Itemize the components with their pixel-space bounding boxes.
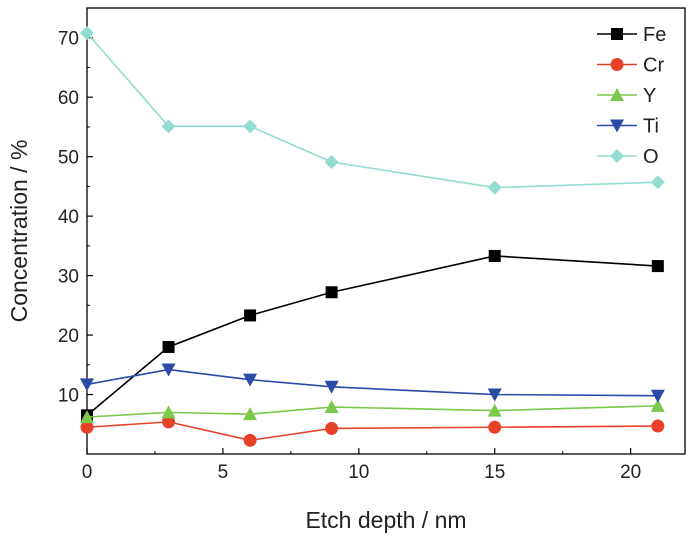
- data-point-cr: [243, 433, 257, 447]
- y-tick-label: 30: [58, 267, 79, 288]
- data-point-cr: [325, 421, 339, 435]
- legend-label-ti: Ti: [643, 116, 659, 138]
- y-tick-label: 10: [58, 386, 79, 407]
- data-point-y: [80, 410, 94, 424]
- data-point-o: [80, 25, 94, 40]
- data-point-ti: [487, 388, 502, 402]
- data-point-ti: [80, 378, 94, 392]
- data-point-y: [243, 407, 258, 421]
- data-point-ti: [324, 380, 339, 394]
- legend-marker-o: [610, 149, 624, 163]
- series-cr: [80, 415, 665, 447]
- data-point-y: [324, 400, 339, 414]
- series-o: [80, 25, 665, 195]
- data-point-ti: [243, 373, 258, 387]
- data-point-o: [324, 155, 339, 170]
- legend-label-o: O: [643, 146, 659, 168]
- x-tick-label: 20: [620, 462, 641, 483]
- plot-frame: [86, 7, 686, 455]
- series-y: [80, 398, 665, 424]
- series-line-cr: [86, 421, 658, 442]
- data-point-o: [487, 180, 502, 195]
- legend-item-o: O: [597, 146, 659, 168]
- legend-marker-cr: [610, 58, 624, 71]
- x-tick-label: 0: [82, 462, 93, 483]
- y-tick-label: 20: [58, 326, 79, 347]
- series-layer: [80, 25, 665, 447]
- series-ti: [80, 363, 665, 403]
- data-point-y: [487, 403, 502, 417]
- legend-marker-fe: [611, 28, 623, 40]
- data-point-o: [161, 119, 176, 134]
- legend-item-y: Y: [597, 85, 656, 107]
- x-tick-label: 15: [484, 462, 505, 483]
- axes: 0 5 10 15 20 10 20 30 40 50 60 70: [58, 7, 686, 483]
- y-tick-label: 70: [58, 29, 79, 50]
- series-line-o: [86, 32, 658, 189]
- series-line-fe: [86, 255, 658, 416]
- y-tick-label: 40: [58, 207, 79, 228]
- legend-label-cr: Cr: [643, 55, 664, 77]
- series-line-ti: [86, 368, 658, 397]
- series-fe: [81, 249, 664, 422]
- x-tick-label: 5: [218, 462, 229, 483]
- data-point-fe: [488, 249, 501, 262]
- legend-marker-ti: [610, 119, 624, 133]
- legend: Fe Cr Y Ti O: [597, 24, 666, 168]
- data-point-cr: [80, 420, 94, 434]
- legend-item-cr: Cr: [597, 55, 664, 77]
- legend-item-ti: Ti: [597, 116, 659, 138]
- data-point-y: [161, 405, 176, 419]
- data-point-cr: [651, 419, 665, 433]
- data-point-fe: [651, 260, 664, 273]
- data-point-fe: [244, 309, 257, 322]
- legend-item-fe: Fe: [597, 24, 666, 46]
- y-axis-label: Concentration / %: [6, 140, 32, 323]
- x-tick-label: 10: [348, 462, 369, 483]
- data-point-ti: [650, 389, 665, 403]
- legend-label-y: Y: [643, 85, 656, 107]
- legend-label-fe: Fe: [643, 24, 666, 46]
- data-point-fe: [325, 286, 338, 299]
- legend-marker-y: [610, 88, 624, 101]
- x-axis-label: Etch depth / nm: [305, 507, 466, 533]
- data-point-cr: [488, 420, 502, 434]
- data-point-ti: [161, 363, 176, 377]
- data-point-y: [650, 398, 665, 412]
- data-point-fe: [162, 340, 175, 353]
- data-point-cr: [162, 415, 176, 429]
- y-tick-label: 50: [58, 148, 79, 169]
- data-point-o: [650, 175, 665, 190]
- y-tick-label: 60: [58, 88, 79, 109]
- series-line-y: [86, 405, 658, 418]
- data-point-o: [243, 119, 258, 134]
